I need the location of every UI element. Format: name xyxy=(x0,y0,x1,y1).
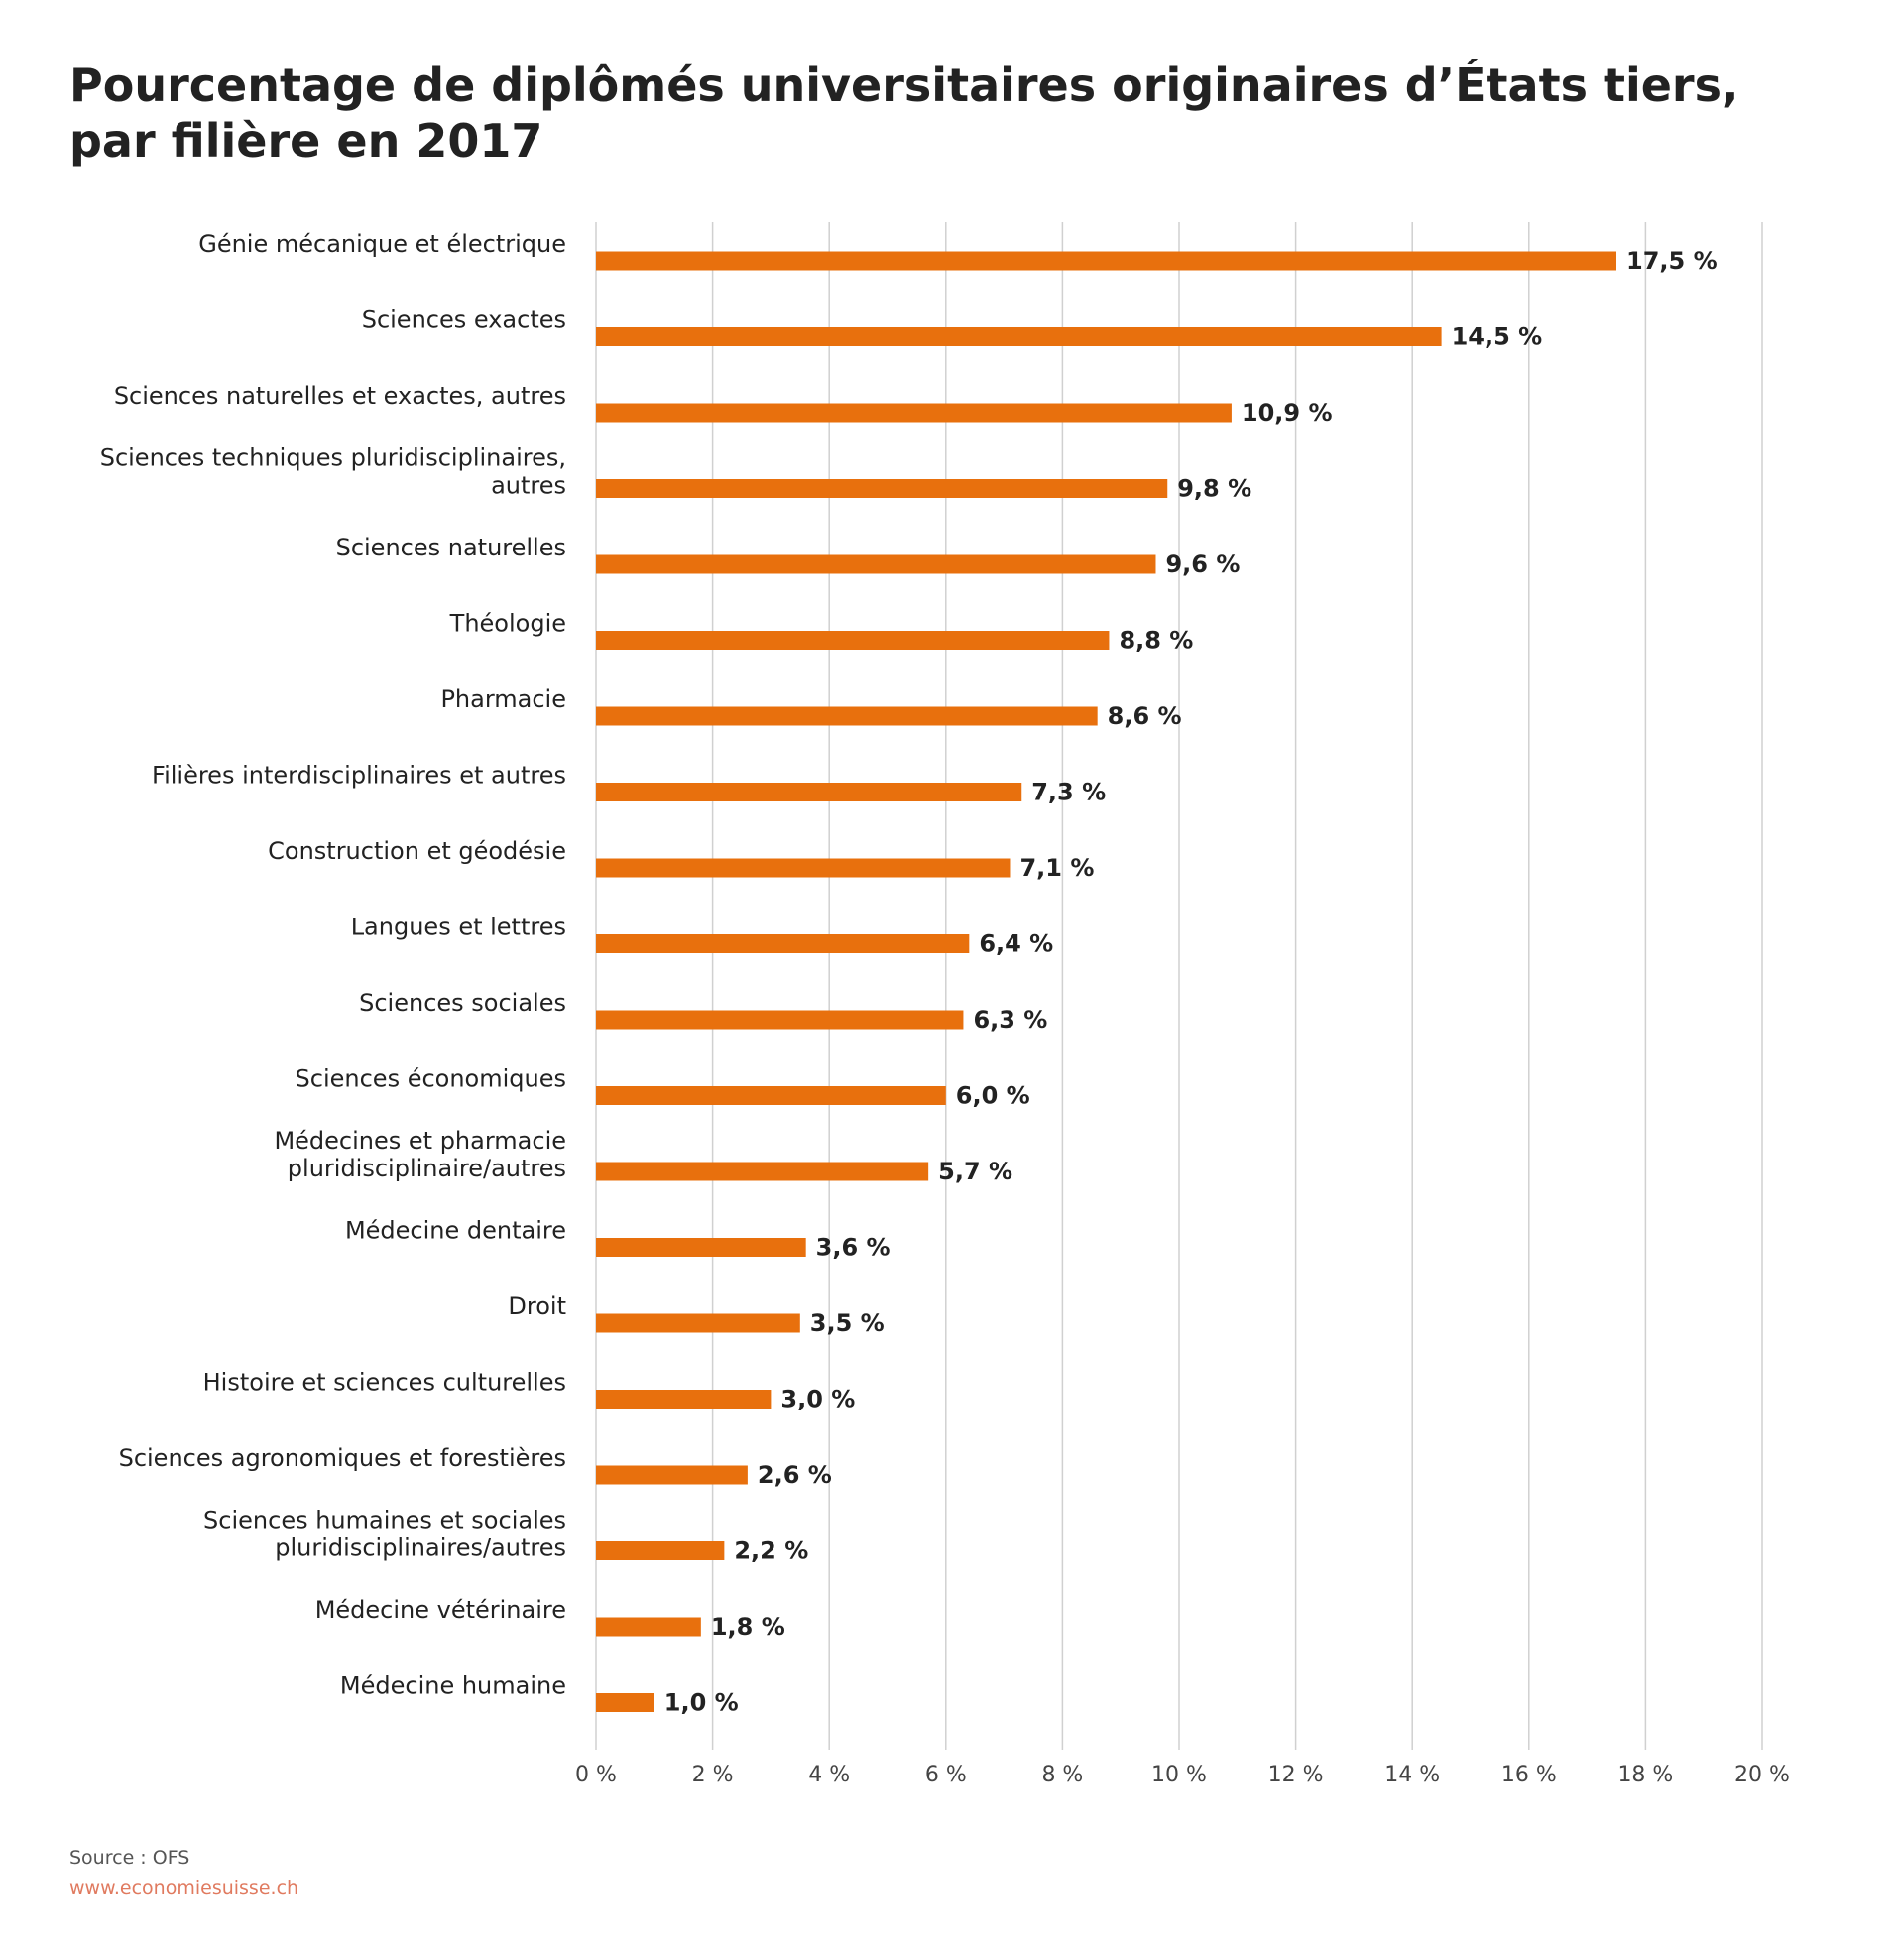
data-label: 6,3 % xyxy=(973,1006,1047,1034)
bar xyxy=(596,403,1232,423)
category-label: Construction et géodésie xyxy=(268,837,566,865)
data-label: 2,2 % xyxy=(734,1537,808,1565)
category-label: Médecine humaine xyxy=(340,1672,566,1700)
x-tick-label: 4 % xyxy=(808,1763,850,1787)
data-label: 9,8 % xyxy=(1177,475,1251,503)
bar xyxy=(596,251,1616,271)
bar xyxy=(596,1693,654,1712)
category-label: Médecine vétérinaire xyxy=(315,1596,566,1624)
bar xyxy=(596,554,1156,574)
chart-title: Pourcentage de diplômés universitaires o… xyxy=(69,58,1755,169)
category-label: Sciences naturelles xyxy=(336,534,566,561)
category-label: Médecine dentaire xyxy=(345,1217,566,1245)
source-note: Source : OFS xyxy=(69,1847,190,1869)
bar xyxy=(596,1541,725,1560)
data-label: 2,6 % xyxy=(758,1461,832,1489)
data-label: 1,0 % xyxy=(664,1689,739,1717)
category-label: Sciences sociales xyxy=(359,989,566,1017)
data-label: 8,8 % xyxy=(1119,627,1193,655)
x-tick-label: 18 % xyxy=(1617,1763,1673,1787)
category-label: Histoire et sciences culturelles xyxy=(203,1369,566,1397)
data-label: 9,6 % xyxy=(1165,551,1240,578)
category-label: Sciences exactes xyxy=(362,306,566,334)
bar xyxy=(596,1010,964,1030)
category-label: Droit xyxy=(508,1292,566,1320)
data-label: 8,6 % xyxy=(1108,702,1182,730)
category-label: Sciences techniques pluridisciplinaires,… xyxy=(100,444,566,500)
category-label: Filières interdisciplinaires et autres xyxy=(152,762,566,790)
bar xyxy=(596,631,1110,650)
data-label: 3,5 % xyxy=(810,1309,885,1337)
bar xyxy=(596,706,1098,726)
data-label: 6,0 % xyxy=(956,1082,1030,1110)
bar xyxy=(596,1086,946,1105)
data-label: 7,3 % xyxy=(1031,779,1106,806)
category-label: Médecines et pharmacie pluridisciplinaire… xyxy=(274,1127,566,1182)
data-label: 7,1 % xyxy=(1019,854,1094,882)
data-label: 5,7 % xyxy=(938,1158,1012,1185)
x-tick-label: 8 % xyxy=(1041,1763,1083,1787)
chart-title-line-1: Pourcentage de diplômés universitaires o… xyxy=(69,59,1739,112)
data-label: 6,4 % xyxy=(979,930,1053,958)
bar xyxy=(596,1465,748,1485)
category-label: Langues et lettres xyxy=(351,914,566,941)
x-tick-label: 6 % xyxy=(925,1763,967,1787)
bar xyxy=(596,858,1011,878)
x-tick-label: 2 % xyxy=(692,1763,734,1787)
category-label: Sciences naturelles et exactes, autres xyxy=(114,382,566,410)
x-tick-label: 14 % xyxy=(1384,1763,1440,1787)
bar xyxy=(596,479,1168,498)
bar xyxy=(596,327,1442,346)
data-label: 14,5 % xyxy=(1452,323,1543,351)
category-label: Pharmacie xyxy=(440,685,566,713)
data-label: 10,9 % xyxy=(1242,399,1333,427)
data-label: 17,5 % xyxy=(1626,247,1718,275)
category-label: Génie mécanique et électrique xyxy=(198,230,566,258)
category-label: Sciences humaines et sociales pluridiscip… xyxy=(203,1507,566,1562)
website-link[interactable]: www.economiesuisse.ch xyxy=(69,1877,299,1899)
category-label: Sciences agronomiques et forestières xyxy=(119,1444,566,1472)
x-tick-label: 0 % xyxy=(575,1763,617,1787)
data-label: 3,6 % xyxy=(816,1234,891,1262)
category-label: Théologie xyxy=(449,610,566,638)
x-tick-label: 12 % xyxy=(1268,1763,1324,1787)
data-label: 3,0 % xyxy=(780,1386,855,1413)
x-tick-label: 20 % xyxy=(1734,1763,1790,1787)
bar xyxy=(596,1617,701,1637)
bar xyxy=(596,1162,929,1181)
chart-title-line-2: par filière en 2017 xyxy=(69,114,543,168)
bar xyxy=(596,934,970,953)
bar xyxy=(596,1313,800,1333)
x-tick-label: 10 % xyxy=(1151,1763,1207,1787)
data-label: 1,8 % xyxy=(711,1613,785,1641)
category-label: Sciences économiques xyxy=(296,1065,566,1093)
bar xyxy=(596,1390,772,1409)
bar xyxy=(596,783,1022,801)
bar xyxy=(596,1238,806,1257)
x-tick-label: 16 % xyxy=(1501,1763,1557,1787)
